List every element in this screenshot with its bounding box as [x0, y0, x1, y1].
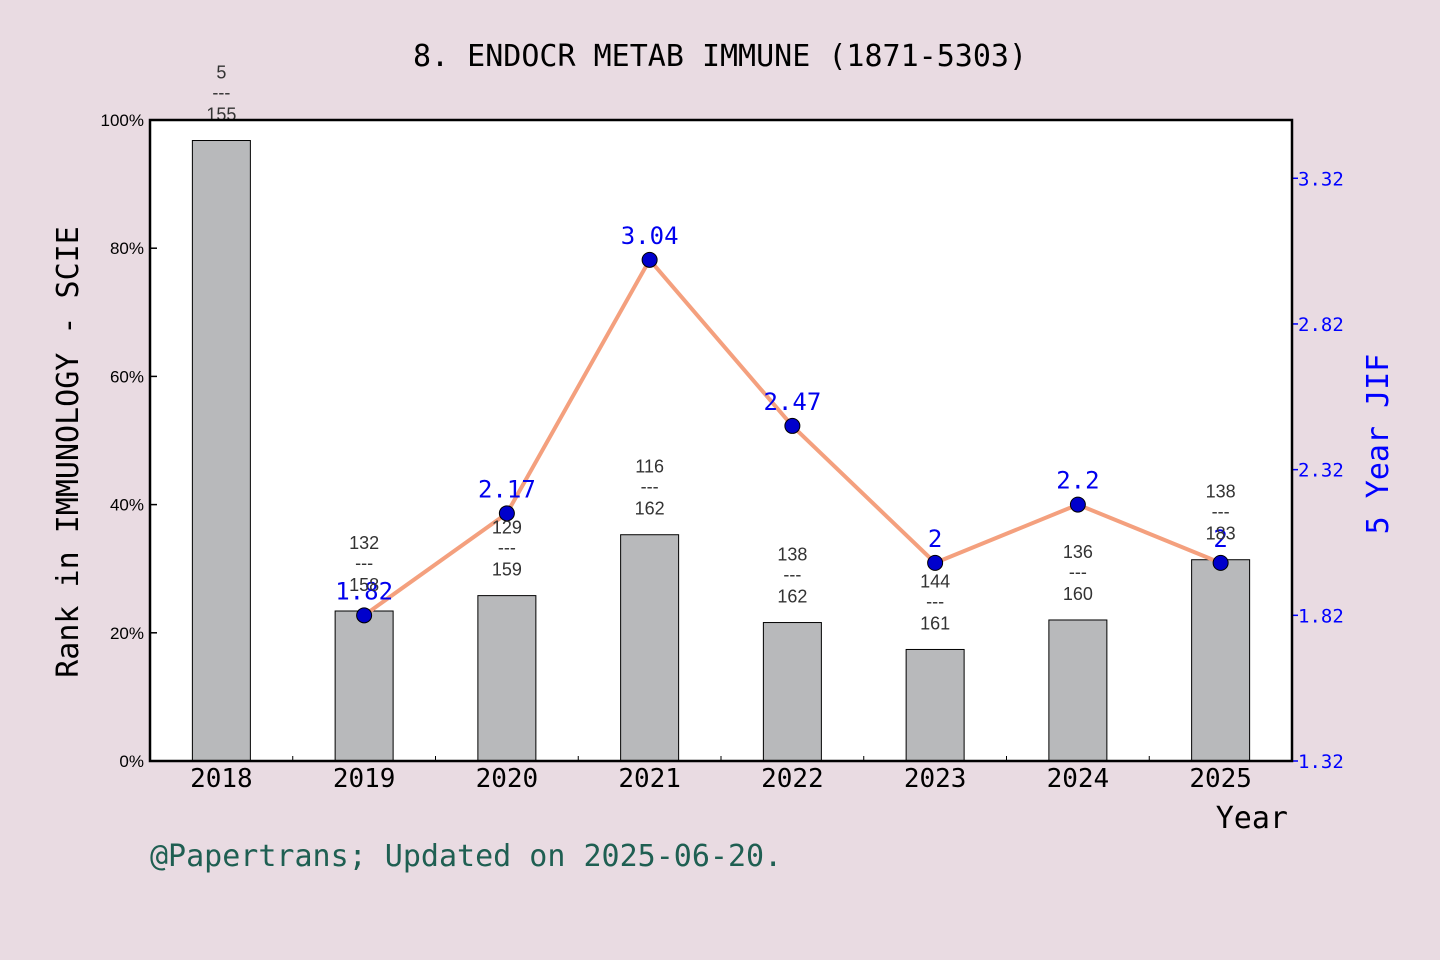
bar-2024: [1048, 619, 1108, 762]
bar-2019: [334, 610, 394, 762]
plot-frame: [148, 118, 1294, 763]
rank-label-sep: ---: [498, 538, 516, 558]
x-tick-label: 2018: [190, 764, 253, 794]
x-tick-label: 2022: [761, 764, 824, 794]
y2-tick-label: 2.82: [1298, 314, 1344, 336]
rank-label-2025: 138--- 183: [1206, 482, 1236, 544]
rank-label-sep: ---: [1069, 562, 1087, 582]
rank-label-rank: 138: [1206, 482, 1236, 502]
y-tick-label: 20%: [110, 624, 144, 643]
y2-tick-label: 1.32: [1298, 751, 1344, 773]
rank-label-total: 160: [1063, 584, 1093, 604]
jif-point-2019: [356, 607, 373, 624]
jif-point-2024: [1069, 496, 1086, 513]
rank-label-total: 183: [1206, 524, 1236, 544]
x-tick-label: 2019: [333, 764, 396, 794]
jif-value-label-2021: 3.04: [621, 222, 679, 250]
bar-2018: [191, 140, 251, 762]
rank-label-sep: ---: [212, 83, 230, 103]
y2-tick-label: 1.82: [1298, 605, 1344, 627]
jif-value-label-2019: 1.82: [335, 577, 393, 605]
y2-tick-label: 3.32: [1298, 168, 1344, 190]
rank-label-sep: ---: [1212, 502, 1230, 522]
bar-2022: [762, 622, 822, 762]
rank-label-sep: ---: [355, 553, 373, 573]
rank-label-2020: 129--- 159: [492, 518, 522, 580]
rank-label-rank: 5: [216, 63, 226, 83]
rank-label-rank: 144: [920, 571, 950, 591]
x-tick-label: 2024: [1047, 764, 1110, 794]
y-tick-label: 80%: [110, 239, 144, 258]
rank-label-2024: 136--- 160: [1063, 542, 1093, 604]
jif-value-label-2022: 2.47: [763, 388, 821, 416]
y2-tick-label: 2.32: [1298, 460, 1344, 482]
rank-label-sep: ---: [641, 477, 659, 497]
x-tick-label: 2020: [476, 764, 539, 794]
jif-point-2020: [498, 505, 515, 522]
bar-2025: [1191, 559, 1251, 762]
y-tick-label: 100%: [101, 111, 144, 130]
x-axis-label: Year: [1216, 801, 1288, 836]
rank-label-rank: 136: [1063, 542, 1093, 562]
jif-value-label-2020: 2.17: [478, 475, 536, 503]
rank-label-2018: 5--- 155: [206, 63, 236, 125]
jif-point-2023: [927, 554, 944, 571]
jif-value-label-2025: 2: [1213, 525, 1227, 553]
bar-2020: [477, 595, 537, 762]
bar-2021: [620, 534, 680, 762]
rank-label-total: 162: [777, 587, 807, 607]
rank-label-rank: 132: [349, 533, 379, 553]
y-tick-label: 0%: [119, 752, 144, 771]
rank-label-2023: 144--- 161: [920, 571, 950, 633]
rank-label-total: 155: [206, 105, 236, 125]
jif-point-2022: [784, 417, 801, 434]
y-tick-label: 60%: [110, 367, 144, 386]
footer-note: @Papertrans; Updated on 2025-06-20.: [150, 839, 782, 874]
plot-area: [150, 120, 1292, 761]
rank-label-2021: 116--- 162: [635, 457, 665, 519]
rank-label-sep: ---: [783, 565, 801, 585]
rank-label-rank: 138: [777, 545, 807, 565]
rank-label-total: 158: [349, 575, 379, 595]
jif-point-2025: [1212, 554, 1229, 571]
jif-value-label-2024: 2.2: [1056, 467, 1099, 495]
y-tick-label: 40%: [110, 496, 144, 515]
rank-label-total: 159: [492, 560, 522, 580]
rank-label-total: 162: [635, 499, 665, 519]
x-tick-label: 2021: [618, 764, 681, 794]
jif-point-2021: [641, 251, 658, 268]
rank-label-rank: 116: [635, 457, 664, 477]
bar-2023: [905, 648, 965, 762]
y2-axis-label: 5 Year JIF: [1361, 354, 1396, 535]
rank-label-sep: ---: [926, 591, 944, 611]
rank-label-2022: 138--- 162: [777, 545, 807, 607]
rank-label-2019: 132--- 158: [349, 533, 379, 595]
jif-value-label-2023: 2: [928, 525, 942, 553]
chart-title: 8. ENDOCR METAB IMMUNE (1871-5303): [413, 39, 1027, 74]
y-axis-label: Rank in IMMUNOLOGY - SCIE: [51, 226, 86, 678]
x-tick-label: 2025: [1189, 764, 1252, 794]
rank-label-rank: 129: [492, 518, 522, 538]
rank-label-total: 161: [920, 613, 950, 633]
x-tick-label: 2023: [904, 764, 967, 794]
